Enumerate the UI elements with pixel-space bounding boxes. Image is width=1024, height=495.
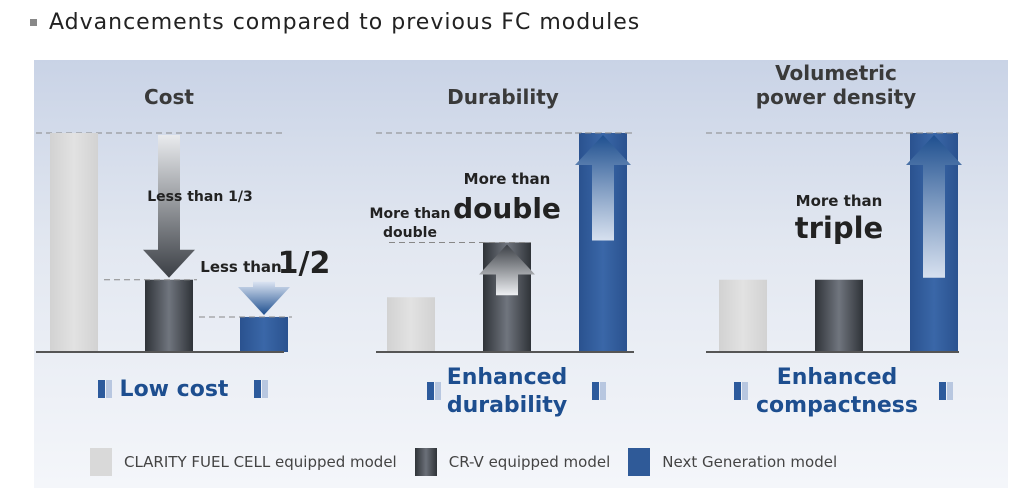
legend-item-next: Next Generation model <box>628 448 837 476</box>
benefit-marker-icon <box>435 382 441 400</box>
bar-clarity <box>50 133 98 352</box>
benefit-marker-icon <box>262 380 268 398</box>
benefit-marker-icon <box>742 382 748 400</box>
annotation-label: Less than 1/3 <box>147 189 253 205</box>
benefit-marker-icon <box>427 382 434 400</box>
benefit-marker-icon <box>592 382 599 400</box>
legend-swatch-next <box>628 448 651 476</box>
benefit-label: durability <box>447 393 567 418</box>
chart-title: Cost <box>144 85 194 109</box>
annotation-label: More than <box>796 192 883 210</box>
annotation-label: More than <box>464 170 551 188</box>
bullet-square-icon <box>30 19 37 26</box>
legend-label-crv: CR-V equipped model <box>448 453 611 471</box>
legend-label-clarity: CLARITY FUEL CELL equipped model <box>124 453 397 471</box>
benefit-label: Enhanced <box>447 365 568 390</box>
page-heading: Advancements compared to previous FC mod… <box>30 10 640 35</box>
legend-swatch-clarity <box>90 448 112 476</box>
legend-swatch-crv <box>414 448 437 476</box>
annotation-label: Less than <box>200 258 281 276</box>
legend-label-next: Next Generation model <box>662 453 838 471</box>
bar-clarity <box>387 297 435 352</box>
benefit-marker-icon <box>254 380 261 398</box>
bar-crv <box>815 279 863 352</box>
benefit-label: Enhanced <box>777 365 898 390</box>
bar-crv <box>145 279 193 352</box>
benefit-label: compactness <box>756 393 918 418</box>
bar-clarity <box>719 279 767 352</box>
benefit-label: Low cost <box>120 377 229 402</box>
legend-item-crv: CR-V equipped model <box>414 448 611 476</box>
benefit-marker-icon <box>98 380 105 398</box>
down-arrow-icon <box>143 135 195 278</box>
benefit-marker-icon <box>106 380 112 398</box>
benefit-marker-icon <box>600 382 606 400</box>
chart-panel: Cost Durability Volumetric power density Les… <box>34 60 1008 488</box>
chart-1: Durability <box>376 85 634 353</box>
down-arrow-icon <box>238 281 290 315</box>
annotation-label-emphasis: triple <box>795 211 883 245</box>
benefit-marker-icon <box>947 382 953 400</box>
benefit-marker-icon <box>939 382 946 400</box>
heading-text: Advancements compared to previous FC mod… <box>49 10 641 35</box>
annotation-label: double <box>383 225 437 241</box>
up-arrow-icon <box>575 135 631 241</box>
annotation-label: More than <box>370 206 451 222</box>
annotation-label-emphasis: 1/2 <box>278 246 331 281</box>
up-arrow-icon <box>906 135 962 278</box>
legend: CLARITY FUEL CELL equipped model CR-V eq… <box>90 448 855 476</box>
chart-0: Cost <box>36 85 292 353</box>
up-arrow-icon <box>479 244 535 296</box>
annotation-label-emphasis: double <box>453 192 561 225</box>
bar-next <box>240 316 288 352</box>
chart-title: Volumetric <box>775 61 897 85</box>
chart-title: Durability <box>447 85 559 109</box>
legend-item-clarity: CLARITY FUEL CELL equipped model <box>90 448 397 476</box>
benefit-marker-icon <box>734 382 741 400</box>
chart-title: power density <box>756 85 916 109</box>
